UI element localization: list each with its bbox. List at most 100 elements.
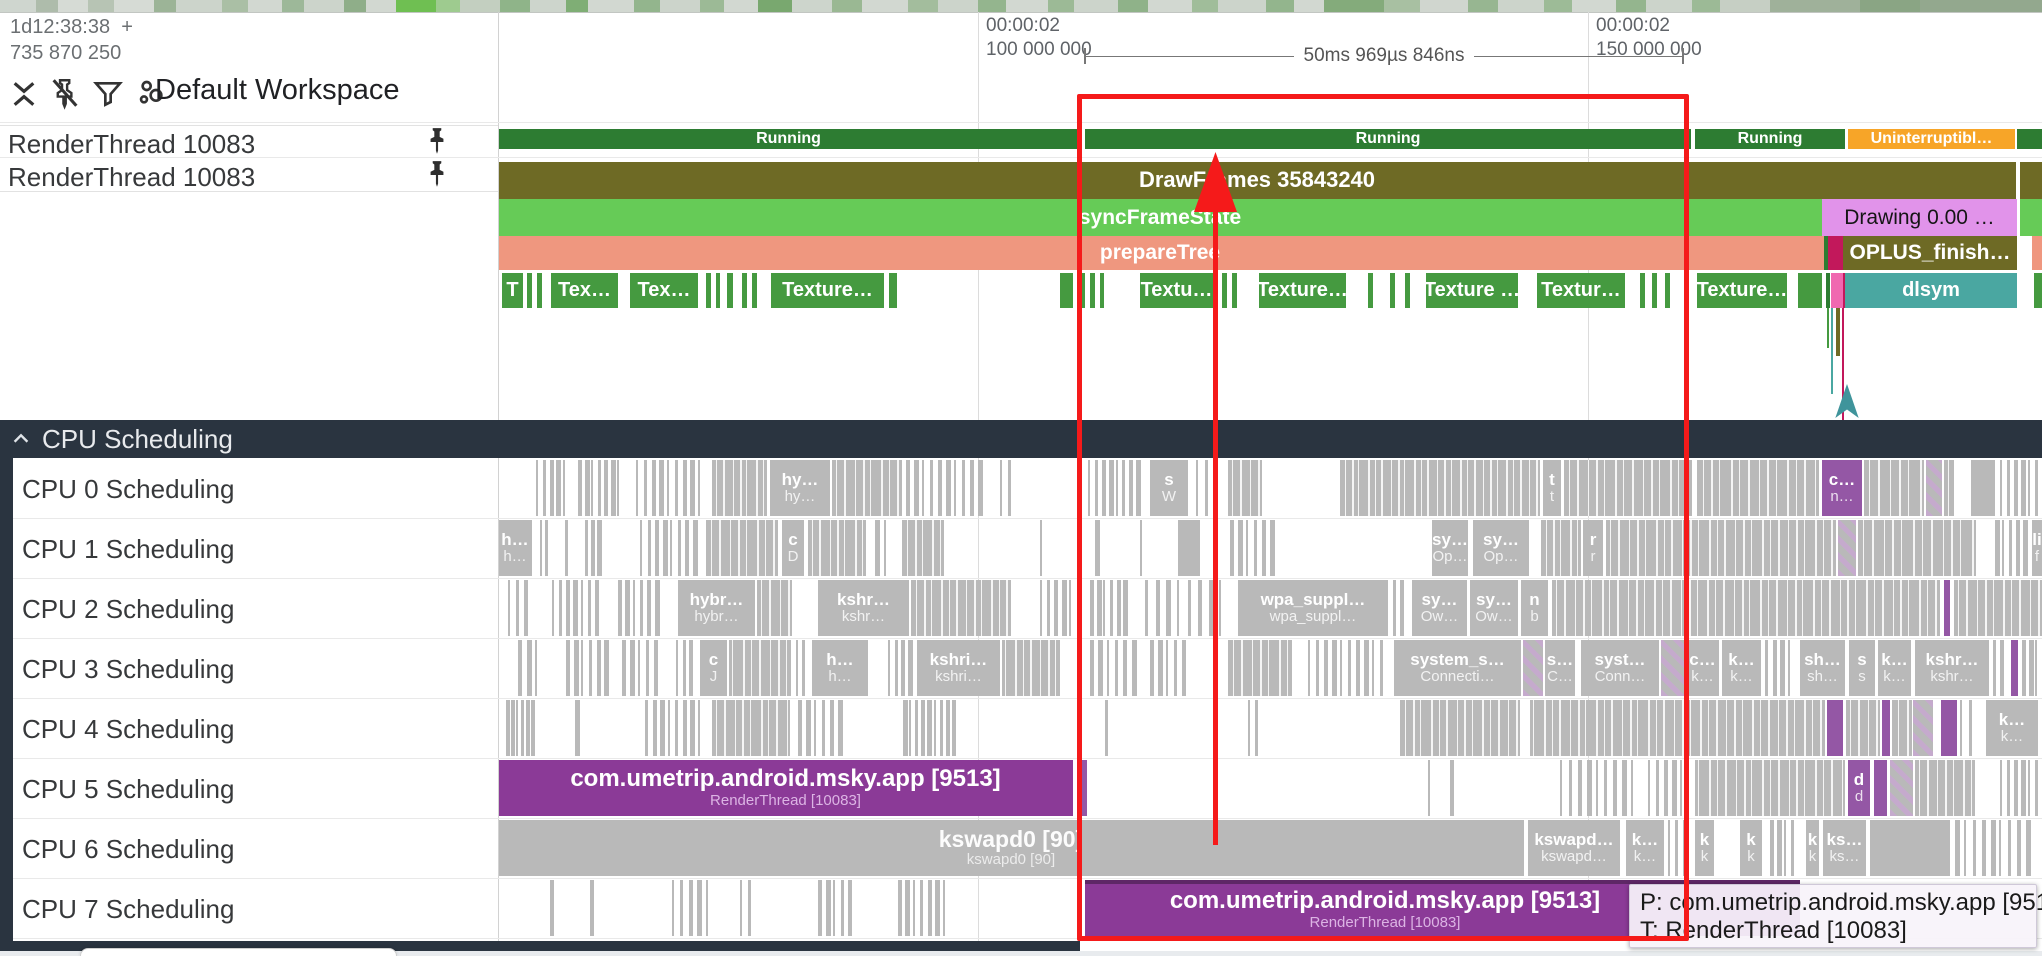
- mini-slice[interactable]: [1770, 820, 1774, 876]
- mini-slice[interactable]: [589, 640, 592, 696]
- mini-slice[interactable]: [516, 700, 518, 756]
- mini-slice[interactable]: [597, 520, 602, 576]
- mini-slice[interactable]: [1230, 520, 1234, 576]
- mini-slice[interactable]: [1255, 700, 1258, 756]
- mini-slice[interactable]: [1155, 580, 1160, 636]
- mini-slice[interactable]: [1400, 580, 1404, 636]
- mini-slice[interactable]: [1110, 580, 1113, 636]
- mini-slice[interactable]: [1356, 640, 1360, 696]
- hatched-slice[interactable]: [1523, 640, 1543, 696]
- slice-sy-[interactable]: sy… Op…: [1432, 520, 1468, 576]
- mini-slice[interactable]: [581, 640, 584, 696]
- mini-slice[interactable]: [1308, 640, 1310, 696]
- mini-slice[interactable]: [740, 880, 742, 936]
- mini-slice[interactable]: [654, 580, 660, 636]
- mini-slice[interactable]: [651, 460, 656, 516]
- mini-slice[interactable]: [1131, 640, 1137, 696]
- mini-slice[interactable]: [1380, 640, 1383, 696]
- mini-slice[interactable]: [632, 580, 635, 636]
- hatched-slice[interactable]: [1926, 460, 1942, 516]
- mini-slice[interactable]: [1047, 580, 1051, 636]
- slice-unlabeled[interactable]: [1222, 273, 1227, 308]
- mini-slice[interactable]: [674, 460, 678, 516]
- slice-com-umetrip-android-msky-app-9513-[interactable]: com.umetrip.android.msky.app [9513] Rende…: [498, 760, 1073, 816]
- slice-t[interactable]: T: [502, 273, 523, 308]
- mini-slice[interactable]: [685, 520, 689, 576]
- mini-slice[interactable]: [591, 520, 595, 576]
- mini-slice[interactable]: [2007, 460, 2010, 516]
- mini-slice[interactable]: [660, 700, 665, 756]
- mini-slice[interactable]: [604, 460, 609, 516]
- mini-slice[interactable]: [802, 640, 805, 696]
- slice-unlabeled[interactable]: [727, 273, 733, 308]
- slice-unlabeled[interactable]: [1971, 460, 1995, 516]
- slice-unlabeled[interactable]: [1640, 273, 1645, 308]
- mini-slice[interactable]: [1196, 460, 1198, 516]
- mini-slice[interactable]: [1668, 820, 1670, 876]
- mini-slice[interactable]: [898, 880, 902, 936]
- mini-slice[interactable]: [1648, 760, 1650, 816]
- mini-slice[interactable]: [838, 700, 843, 756]
- pin-off-icon[interactable]: [48, 76, 80, 110]
- mini-slice[interactable]: [698, 460, 701, 516]
- mini-slice[interactable]: [1115, 640, 1118, 696]
- slice-textu-[interactable]: Textu…: [1140, 273, 1213, 308]
- slice-unlabeled[interactable]: [1941, 700, 1957, 756]
- mini-slice[interactable]: [516, 580, 519, 636]
- mini-slice[interactable]: [692, 520, 698, 576]
- mini-slice[interactable]: [798, 700, 802, 756]
- dense-slices[interactable]: [911, 580, 1011, 636]
- slice-unlabeled[interactable]: [1100, 273, 1104, 308]
- mini-slice[interactable]: [2014, 760, 2018, 816]
- mini-slice[interactable]: [1560, 760, 1562, 816]
- mini-slice[interactable]: [676, 640, 678, 696]
- mini-slice[interactable]: [1095, 520, 1100, 576]
- slice-syncframestate[interactable]: syncFrameState: [498, 199, 1822, 236]
- dense-slices[interactable]: [1564, 460, 1692, 516]
- cpu-label-4[interactable]: CPU 4 Scheduling: [22, 714, 235, 744]
- navigation-arrow-icon[interactable]: [1834, 384, 1860, 423]
- cpu-label-7[interactable]: CPU 7 Scheduling: [22, 894, 235, 924]
- mini-slice[interactable]: [748, 880, 751, 936]
- mini-slice[interactable]: [1166, 580, 1172, 636]
- mini-slice[interactable]: [540, 520, 542, 576]
- mini-slice[interactable]: [688, 880, 693, 936]
- dense-slices[interactable]: [712, 460, 767, 516]
- mini-slice[interactable]: [825, 880, 831, 936]
- mini-slice[interactable]: [2017, 820, 2022, 876]
- mini-slice[interactable]: [1450, 760, 1454, 816]
- mini-slice[interactable]: [645, 700, 648, 756]
- mini-slice[interactable]: [531, 700, 535, 756]
- mini-slice[interactable]: [625, 580, 631, 636]
- dense-slices[interactable]: [706, 520, 778, 576]
- mini-slice[interactable]: [970, 460, 974, 516]
- mini-slice[interactable]: [1208, 580, 1214, 636]
- slice-unlabeled[interactable]: [1090, 273, 1095, 308]
- mini-slice[interactable]: [1090, 640, 1094, 696]
- slice-unlabeled[interactable]: [1178, 520, 1200, 576]
- mini-slice[interactable]: [654, 640, 658, 696]
- slice-unlabeled[interactable]: [527, 273, 532, 308]
- mini-slice[interactable]: [565, 520, 568, 576]
- slice-unlabeled[interactable]: [706, 273, 711, 308]
- slice-system-s-[interactable]: system_s… Connecti…: [1394, 640, 1521, 696]
- mini-slice[interactable]: [1174, 640, 1177, 696]
- mini-slice[interactable]: [1568, 760, 1572, 816]
- slice-unlabeled[interactable]: [742, 273, 747, 308]
- slice-running[interactable]: Running: [1085, 129, 1691, 149]
- dense-slices[interactable]: [1864, 460, 1924, 516]
- mini-slice[interactable]: [2016, 520, 2020, 576]
- slice-unlabeled[interactable]: [2032, 236, 2042, 270]
- slice-unlabeled[interactable]: [2017, 129, 2042, 149]
- dense-slices[interactable]: [1228, 460, 1262, 516]
- dense-slices[interactable]: [1858, 520, 1976, 576]
- cpu-label-1[interactable]: CPU 1 Scheduling: [22, 534, 235, 564]
- mini-slice[interactable]: [945, 700, 950, 756]
- mini-slice[interactable]: [840, 880, 844, 936]
- slice-sy-[interactable]: sy… Op…: [1473, 520, 1529, 576]
- mini-slice[interactable]: [909, 700, 912, 756]
- slice-unlabeled[interactable]: [752, 273, 757, 308]
- slice-c-[interactable]: c… k…: [1686, 640, 1719, 696]
